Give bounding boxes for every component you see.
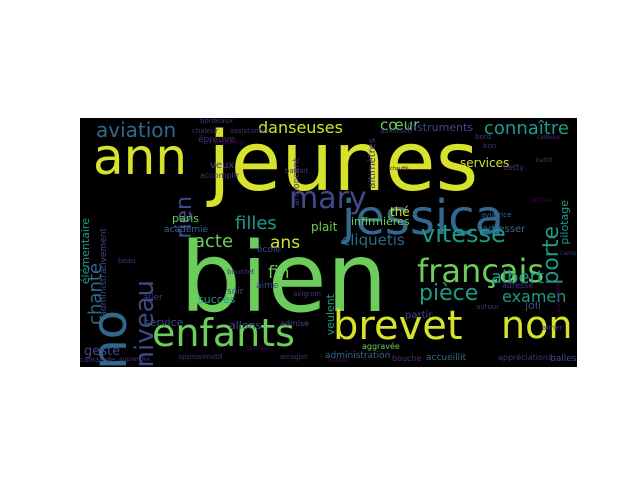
word-aime: aime <box>256 281 279 291</box>
word-beau: beau <box>118 257 136 265</box>
word-chaleur: chaleur <box>192 127 219 135</box>
word-accueillit: accueillit <box>426 353 467 363</box>
word-auxiliaire: auxiliaire <box>380 127 412 135</box>
word-epreuve: épreuve <box>198 135 235 145</box>
word-the: thé <box>390 205 410 219</box>
word-autour: autour <box>476 303 500 311</box>
word-veux: veux <box>210 160 235 171</box>
word-filles: filles <box>235 213 277 234</box>
word-francais: français <box>417 252 545 290</box>
word-cloud: jeunesbienjessicabrevetenfantscyranoannm… <box>80 118 577 367</box>
word-approximatif: approximatif <box>178 353 223 361</box>
word-services: services <box>460 156 510 170</box>
word-aimer: aimer <box>542 324 563 332</box>
word-instruments: instruments <box>407 121 474 134</box>
word-danseuses: danseuses <box>258 118 343 137</box>
word-aviatrice: aviatrice <box>481 211 512 219</box>
word-albert: albert <box>491 267 544 288</box>
word-succes: succès <box>198 293 236 306</box>
word-bon: bon <box>483 142 497 150</box>
word-bien: bien <box>180 222 388 334</box>
word-paris: paris <box>172 212 200 225</box>
word-service: service <box>144 316 184 329</box>
word-acte: acte <box>194 231 234 252</box>
word-campagne: campagne <box>560 250 577 257</box>
word-brevet: brevet <box>333 303 463 349</box>
word-bourdet: bourdet <box>227 268 255 276</box>
word-chauffe: chauffé <box>390 166 409 172</box>
word-adresser: adresser <box>482 224 526 235</box>
word-adresse: adresse <box>502 281 534 290</box>
word-appreciations: appréciations <box>498 353 553 362</box>
word-annoncent: annoncent <box>292 158 302 206</box>
word-cailloux: cailloux <box>537 134 561 141</box>
word-non: non <box>501 303 573 347</box>
word-jessica: jessica <box>342 190 505 246</box>
word-baisait: baisait <box>285 167 309 175</box>
word-avignon: avignon <box>293 290 321 298</box>
word-admise: admise <box>280 319 310 328</box>
word-bonheur: bonheur <box>246 345 272 352</box>
word-piece: pièce <box>419 281 479 306</box>
word-fin: fin <box>268 263 290 283</box>
word-aviation: aviation <box>96 118 177 142</box>
word-bouche: bouche <box>392 354 422 363</box>
word-balles: balles <box>550 354 577 364</box>
word-coeur: cœur <box>380 118 420 134</box>
word-altimetres: altimètres <box>367 138 378 189</box>
word-veulent: veulent <box>324 294 337 336</box>
word-assistantes: assistantes <box>230 127 270 135</box>
word-elementaire: élémentaire <box>80 218 92 285</box>
word-battit: battit <box>536 157 553 164</box>
word-administration: administration <box>325 351 391 361</box>
word-aller: aller <box>143 293 163 303</box>
word-arragon: arragon <box>280 353 308 361</box>
word-allons: allons <box>229 319 262 332</box>
word-mary: mary <box>289 181 367 216</box>
word-plait: plait <box>311 220 338 234</box>
word-administrativement: administrativement <box>99 228 109 317</box>
word-geste: geste <box>84 344 121 359</box>
word-artifice: artifice <box>531 197 552 204</box>
word-betty: betty <box>503 163 525 172</box>
word-vitesse: vitesse <box>421 220 506 248</box>
word-aggravee: aggravée <box>362 342 400 351</box>
word-ans: ans <box>270 233 301 253</box>
word-aeronautique: aéronautique <box>205 139 245 146</box>
word-academie: académie <box>164 225 209 235</box>
word-partir: partir <box>405 310 433 321</box>
word-joli: joli <box>525 299 541 312</box>
word-camarade: camarade <box>80 356 116 364</box>
word-accomplir: accomplir <box>200 171 240 180</box>
word-infirmieres: infirmières <box>351 215 410 228</box>
word-enfants: enfants <box>152 311 295 355</box>
word-apprendre: apprendre <box>119 356 150 363</box>
word-ann: ann <box>93 128 188 186</box>
word-soir: soir <box>227 287 244 297</box>
word-examen: examen <box>502 287 567 306</box>
word-considere: considère <box>555 283 562 313</box>
word-bord: bord <box>475 133 491 141</box>
word-jeunes: jeunes <box>208 118 479 210</box>
word-ecole: école <box>257 245 282 255</box>
word-pilotage: pilotage <box>558 200 571 245</box>
word-cliquetis: cliquetis <box>342 231 405 249</box>
word-connaitre: connaître <box>484 118 569 139</box>
word-bordeaux: bordeaux <box>200 118 234 125</box>
word-bateau: bateau <box>328 357 350 364</box>
